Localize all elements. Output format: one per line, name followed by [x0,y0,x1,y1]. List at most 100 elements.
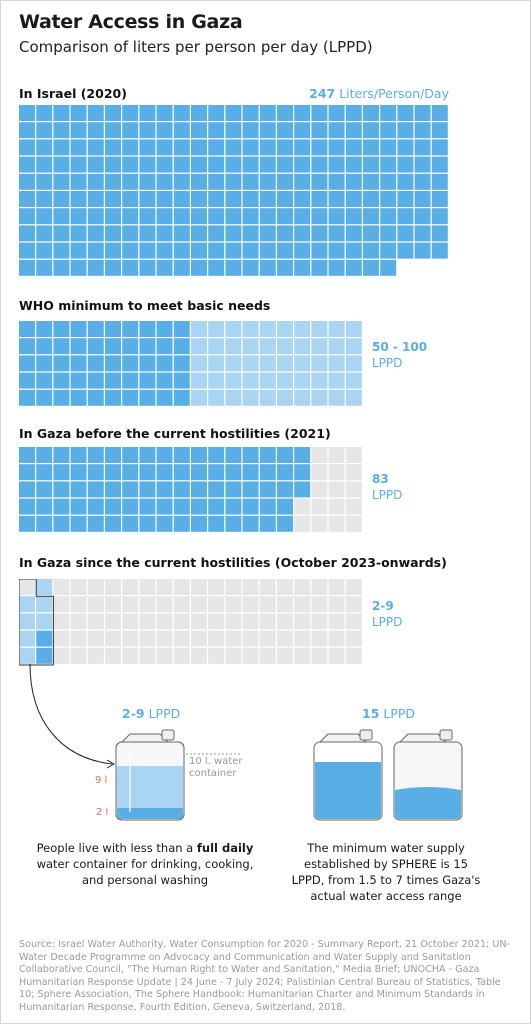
waffle-cell-who [156,372,173,389]
waffle-cell-who [242,355,259,372]
waffle-cell-gaza-before [225,515,242,532]
waffle-cell-who [105,355,121,372]
waffle-cell-gaza-before [311,447,328,463]
waffle-cell-who [191,338,207,355]
waffle-cell-israel [87,105,104,121]
waffle-cell-israel [380,139,397,156]
waffle-cell-israel [191,208,207,225]
waffle-cell-who [259,321,276,337]
waffle-cell-israel [225,191,242,207]
waffle-cell-gaza-before [139,447,156,463]
waffle-cell-israel [259,191,276,207]
waffle-cell-who [19,389,35,406]
waffle-cell-gaza-since [277,613,293,630]
waffle-cell-gaza-since [311,630,328,647]
waffle-cell-gaza-before [294,464,311,481]
waffle-cell-israel [225,173,242,190]
waffle-cell-israel [345,173,362,190]
waffle-cell-israel [70,259,87,276]
waffle-cell-gaza-since [345,630,362,647]
waffle-cell-israel [191,259,207,276]
waffle-cell-who [173,355,190,372]
illustration-right-value: 15 [362,706,380,721]
waffle-cell-israel [363,225,379,242]
waffle-cell-who [208,389,225,406]
waffle-cell-gaza-before [87,447,104,463]
waffle-cell-who [345,355,362,372]
waffle-cell-gaza-since [242,613,259,630]
waffle-cell-who [311,355,328,372]
waffle-cell-israel [259,242,276,259]
waffle-cell-israel [363,191,379,207]
waffle-cell-israel [70,105,87,121]
source-note: Source: Israel Water Authority, Water Co… [19,939,510,1013]
waffle-cell-israel [277,259,293,276]
waffle-cell-gaza-since [345,579,362,595]
waffle-cell-israel [259,225,276,242]
waffle-cell-israel [277,242,293,259]
waffle-cell-israel [363,122,379,139]
waffle-cell-who [70,338,87,355]
waffle-cell-israel [242,191,259,207]
waffle-cell-israel [36,208,53,225]
waffle-cell-israel [173,242,190,259]
waffle-cell-israel [345,259,362,276]
waffle-cell-who [259,389,276,406]
waffle-cell-israel [156,139,173,156]
waffle-cell-gaza-since [105,579,121,595]
waffle-cell-gaza-since [259,579,276,595]
waffle-cell-gaza-before [259,447,276,463]
waffle-cell-gaza-since [36,596,53,613]
waffle-cell-israel [328,139,345,156]
waffle-cell-israel [191,156,207,173]
waffle-cell-israel [53,225,70,242]
waffle-cell-israel [139,122,156,139]
waffle-cell-israel [414,208,431,225]
waffle-cell-israel [328,259,345,276]
waffle-cell-gaza-before [36,447,53,463]
waffle-cell-gaza-since [156,630,173,647]
waffle-cell-gaza-before [225,447,242,463]
waffle-cell-gaza-since [156,596,173,613]
illustration-left-heading: 2-9 LPPD [122,706,180,721]
waffle-cell-israel [328,208,345,225]
waffle-cell-israel [328,225,345,242]
waffle-cell-gaza-before [122,498,139,515]
waffle-cell-gaza-since [139,647,156,664]
waffle-cell-gaza-since [87,613,104,630]
waffle-grid-who [19,321,362,406]
waffle-cell-gaza-before [277,464,293,481]
waffle-cell-gaza-since [19,579,35,595]
waffle-cell-israel [70,139,87,156]
waffle-cell-israel [328,122,345,139]
waffle-cell-gaza-since [259,613,276,630]
waffle-cell-gaza-since [53,613,70,630]
waffle-cell-who [345,338,362,355]
water-container-icon [115,729,185,821]
waffle-cell-israel [87,139,104,156]
waffle-cell-israel [139,225,156,242]
waffle-cell-gaza-since [156,613,173,630]
waffle-cell-israel [173,139,190,156]
waffle-cell-israel [208,173,225,190]
waffle-cell-israel [122,156,139,173]
waffle-cell-israel [36,105,53,121]
waffle-cell-who [328,321,345,337]
value-unit-gaza-since: LPPD [372,615,403,629]
waffle-cell-gaza-before [139,515,156,532]
waffle-cell-gaza-since [173,596,190,613]
waffle-cell-who [105,338,121,355]
waffle-cell-who [70,389,87,406]
waffle-cell-who [173,321,190,337]
waffle-cell-israel [225,105,242,121]
waffle-cell-israel [105,139,121,156]
waffle-cell-israel [242,259,259,276]
waffle-cell-israel [328,191,345,207]
waffle-cell-who [328,338,345,355]
waffle-cell-israel [225,156,242,173]
waffle-cell-israel [414,122,431,139]
waffle-cell-gaza-since [208,647,225,664]
waffle-cell-israel [139,259,156,276]
waffle-cell-gaza-before [294,498,311,515]
waffle-cell-gaza-before [19,464,35,481]
